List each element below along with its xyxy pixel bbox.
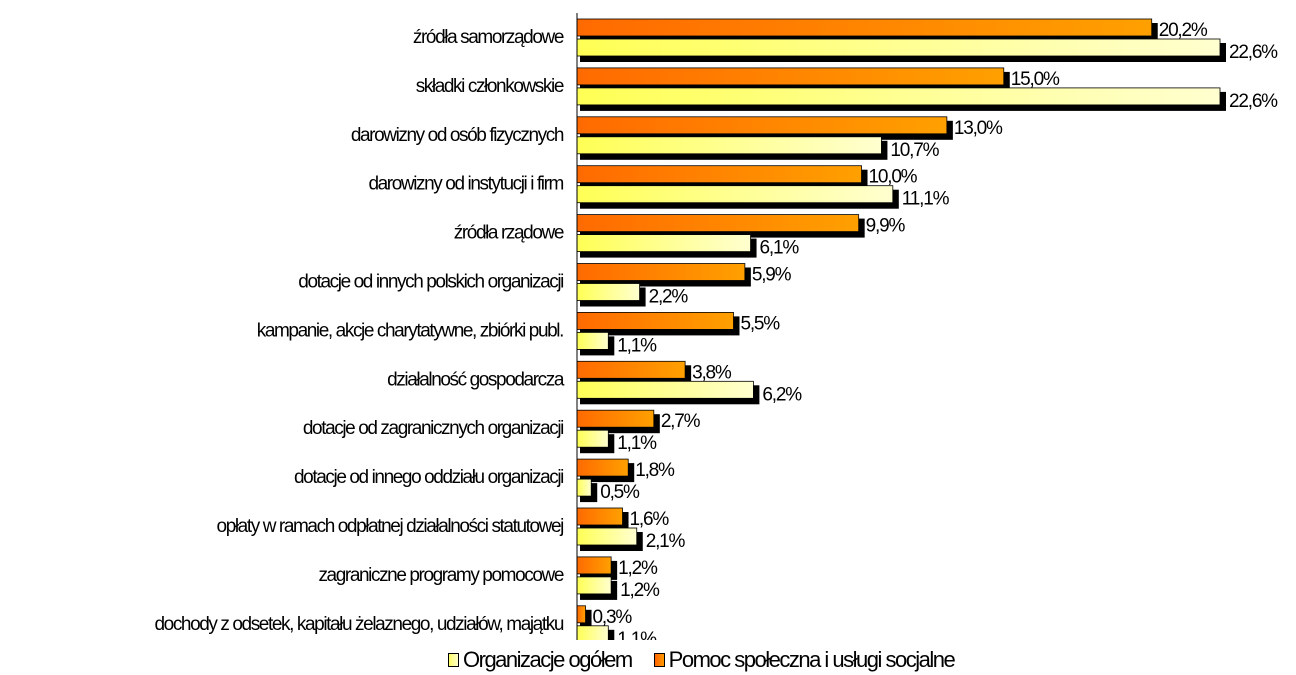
value-label-organizacje: 1,2% [620,580,660,601]
value-label-organizacje: 22,6% [1229,42,1278,63]
legend-label-organizacje: Organizacje ogółem [463,647,633,672]
value-label-pomoc: 1,2% [618,558,658,579]
value-label-pomoc: 13,0% [954,118,1003,139]
value-label-organizacje: 2,1% [646,531,686,552]
bar-pomoc [576,458,629,477]
value-label-pomoc: 5,5% [740,313,780,334]
category-label: darowizny od osób fizycznych [351,125,564,146]
value-label-organizacje: 1,1% [617,629,657,640]
category-label: źródła rządowe [454,223,564,244]
value-label-pomoc: 15,0% [1011,69,1060,90]
bar-organizacje [576,380,754,399]
bar-organizacje [576,38,1221,57]
legend-swatch-organizacje [448,653,459,667]
category-label: składki członkowskie [416,76,564,97]
bar-organizacje [576,283,640,301]
value-label-organizacje: 0,5% [600,482,640,503]
value-label-pomoc: 10,0% [869,167,918,188]
bar-pomoc [576,311,734,330]
value-label-pomoc: 1,8% [635,460,675,481]
value-label-pomoc: 9,9% [866,216,906,237]
bar-pomoc [576,18,1153,37]
bar-organizacje [576,576,612,595]
value-label-organizacje: 11,1% [902,189,950,210]
bar-pomoc [576,507,623,526]
value-label-organizacje: 1,1% [617,433,657,454]
category-label: dotacje od innych polskich organizacji [298,272,563,293]
category-label: źródła samorządowe [413,27,564,48]
bar-organizacje [576,136,882,155]
category-label: działalność gospodarcza [387,369,565,390]
legend-swatch-pomoc [653,653,665,667]
bar-organizacje [576,87,1221,106]
value-label-pomoc: 20,2% [1159,20,1208,41]
bar-organizacje [576,331,609,350]
value-label-pomoc: 5,9% [752,265,792,286]
category-label: dotacje od zagranicznych organizacji [303,418,563,439]
bar-pomoc [576,214,860,233]
category-label: opłaty w ramach odpłatnej działalności s… [217,516,564,537]
legend-label-pomoc: Pomoc społeczna i usługi socjalne [668,647,956,672]
bar-pomoc [576,409,655,428]
bar-pomoc [576,263,746,281]
bar-pomoc [576,116,948,135]
legend-item-organizacje: Organizacje ogółem [448,647,633,673]
value-label-pomoc: 0,3% [593,607,633,628]
category-label: darowizny od instytucji i firm [368,174,563,195]
bar-organizacje [576,234,751,253]
bar-organizacje [576,185,894,204]
legend: Organizacje ogółem Pomoc społeczna i usł… [448,646,956,674]
value-label-organizacje: 6,1% [760,238,800,259]
category-label: zagraniczne programy pomocowe [318,565,563,586]
bar-organizacje [576,527,638,546]
bars [576,18,1226,640]
bar-pomoc [576,360,686,379]
category-label: kampanie, akcje charytatywne, zbiórki pu… [257,320,563,341]
bar-organizacje [576,429,609,448]
bar-organizacje [576,478,592,497]
value-label-organizacje: 22,6% [1229,91,1278,112]
bar-chart: źródła samorządowe składki członkowskie da… [154,13,1280,640]
category-labels: źródła samorządowe składki członkowskie da… [154,27,566,635]
value-label-pomoc: 2,7% [661,411,701,432]
category-label: dochody z odsetek, kapitału żelaznego, u… [154,614,563,635]
bar-organizacje [576,625,609,640]
bar-pomoc [576,605,586,624]
value-labels: 20,2% 22,6% 15,0% 22,6% 13,0% 10,7% 10,0%11,1%… [593,20,1280,640]
value-label-organizacje: 2,2% [649,287,689,308]
value-label-pomoc: 1,6% [630,509,670,530]
legend-item-pomoc: Pomoc społeczna i usługi socjalne [653,647,956,673]
bar-pomoc [576,67,1005,86]
value-label-organizacje: 10,7% [890,140,939,161]
category-label: dotacje od innego oddziału organizacji [294,467,563,488]
value-label-organizacje: 1,1% [617,335,657,356]
bar-pomoc [576,165,862,184]
value-label-pomoc: 3,8% [692,362,732,383]
bar-pomoc [576,556,612,575]
value-label-organizacje: 6,2% [762,384,802,405]
